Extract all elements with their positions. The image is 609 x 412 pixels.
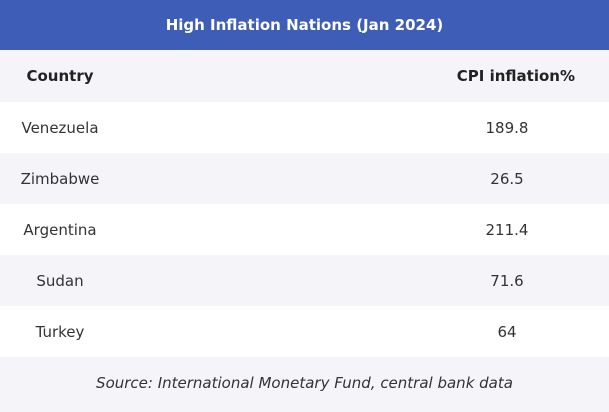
cell-cpi-value: 64: [497, 322, 517, 341]
cell-country: Argentina: [23, 220, 97, 239]
table-row: Venezuela 189.8: [0, 102, 609, 153]
table-row: Argentina 211.4: [0, 204, 609, 255]
table-row: Sudan 71.6: [0, 255, 609, 306]
table-title: High Inflation Nations (Jan 2024): [0, 0, 609, 50]
table-row: Zimbabwe 26.5: [0, 153, 609, 204]
header-country: Country: [26, 67, 94, 85]
table-title-text: High Inflation Nations (Jan 2024): [165, 16, 444, 34]
cell-country: Venezuela: [21, 118, 99, 137]
cell-cpi-value: 71.6: [490, 271, 524, 290]
cell-country: Sudan: [36, 271, 84, 290]
cell-cpi-value: 211.4: [485, 220, 529, 239]
header-row: Country CPI inflation%: [0, 50, 609, 102]
table-row: Turkey 64: [0, 306, 609, 357]
cell-country: Zimbabwe: [20, 169, 100, 188]
cell-country: Turkey: [35, 322, 85, 341]
header-cpi-inflation: CPI inflation%: [456, 67, 575, 85]
source-text: Source: International Monetary Fund, cen…: [96, 374, 513, 392]
source-note: Source: International Monetary Fund, cen…: [0, 357, 609, 409]
cell-cpi-value: 26.5: [490, 169, 524, 188]
table-body: Venezuela 189.8 Zimbabwe 26.5 Argentina 211.4…: [0, 102, 609, 357]
cell-cpi-value: 189.8: [485, 118, 529, 137]
